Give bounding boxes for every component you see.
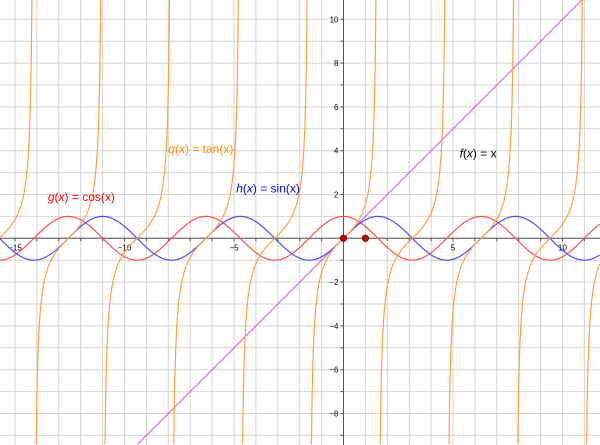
series-tan-branch <box>35 0 102 445</box>
y-tick-label: −8 <box>329 410 339 419</box>
function-label-f: f(x) = x <box>460 146 497 160</box>
x-tick-label: 5 <box>451 243 456 252</box>
series-x <box>137 0 583 445</box>
series-tan-branch <box>104 0 171 445</box>
series-tan-branch <box>448 0 515 445</box>
series-sin <box>0 215 600 261</box>
series-cos <box>0 215 600 261</box>
series-tan-branch <box>586 263 600 445</box>
y-tick-label: 2 <box>334 191 339 200</box>
function-label-q: q(x) = tan(x) <box>168 142 233 156</box>
series-tan-branch <box>242 0 308 445</box>
series-tan-branch <box>0 0 33 239</box>
point <box>339 234 348 242</box>
y-tick-label: −4 <box>329 322 339 331</box>
x-tick-label: −10 <box>118 243 132 252</box>
function-label-g: g(x) = cos(x) <box>48 190 115 204</box>
point <box>361 234 369 242</box>
y-tick-label: 8 <box>334 59 339 68</box>
series-tan-branch <box>517 0 583 445</box>
series-tan-branch <box>173 0 239 445</box>
y-tick-label: −6 <box>329 366 339 375</box>
y-tick-label: −2 <box>329 278 339 287</box>
x-tick-label: 10 <box>558 243 567 252</box>
x-tick-label: −5 <box>229 243 239 252</box>
series-tan-branch <box>379 0 446 445</box>
y-tick-label: 4 <box>334 147 339 156</box>
function-label-h: h(x) = sin(x) <box>236 181 300 195</box>
x-tick-label: −15 <box>8 243 22 252</box>
y-tick-label: 6 <box>334 103 339 112</box>
y-tick-label: 10 <box>330 15 339 24</box>
